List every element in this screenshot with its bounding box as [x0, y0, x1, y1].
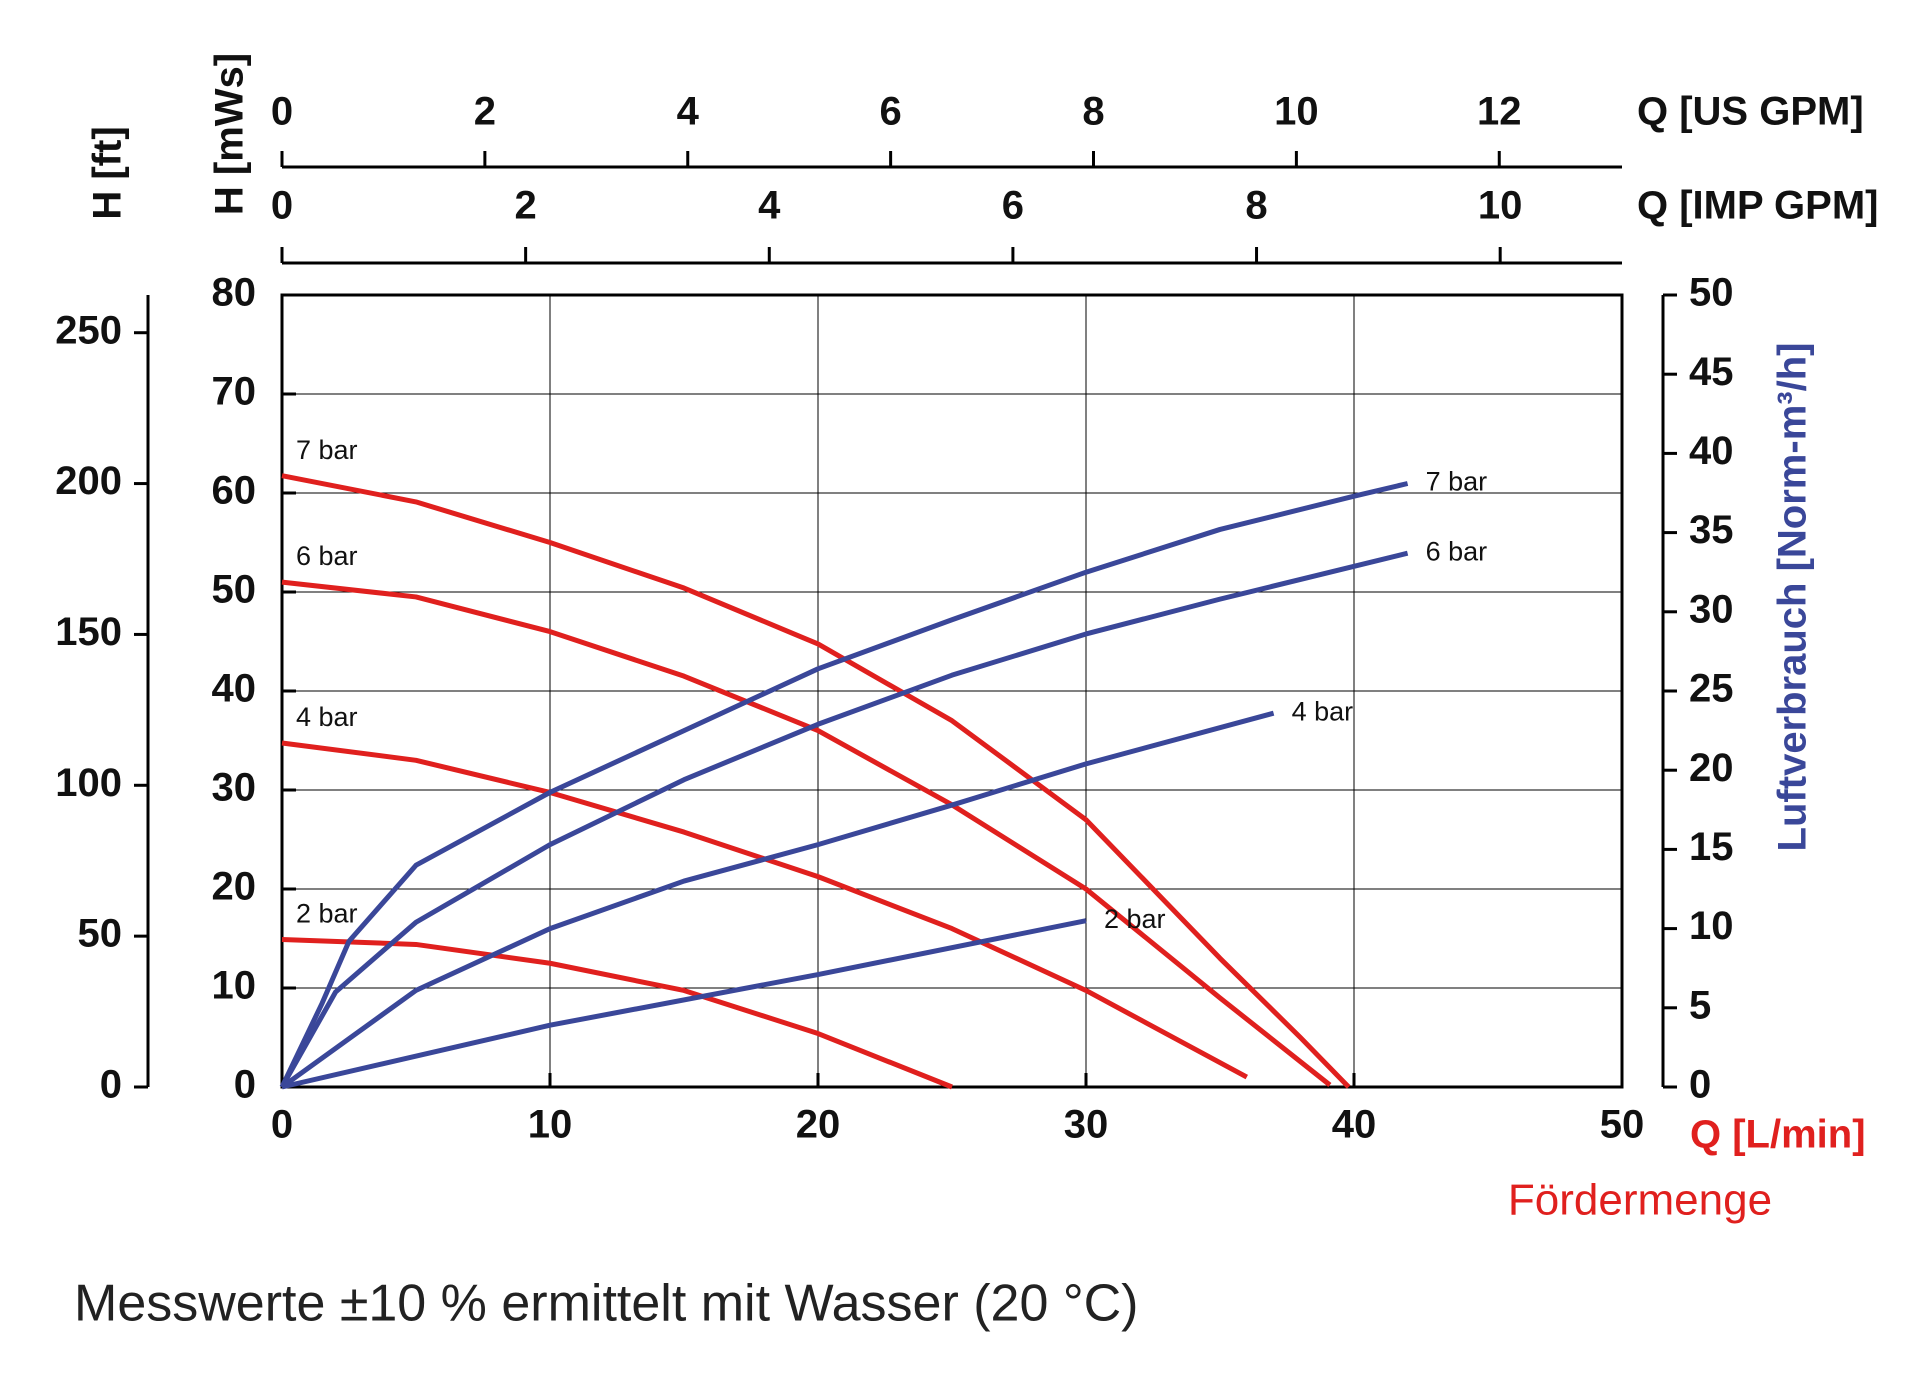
top-tick-label: 2 [515, 184, 537, 228]
curve [279, 550, 1409, 1089]
y-tick-label: 40 [212, 667, 257, 711]
series-label: 4 bar [296, 702, 358, 732]
x-tick-label: 30 [1064, 1103, 1109, 1147]
series-label: 2 bar [1104, 904, 1166, 934]
y-tick-label: 60 [212, 469, 257, 513]
ft-axis-title: H [ft] [86, 126, 130, 219]
top-tick-label: 8 [1245, 184, 1267, 228]
y-tick-label: 0 [234, 1063, 256, 1107]
top-tick-label: 6 [880, 90, 902, 134]
top-tick-label: 8 [1082, 90, 1104, 134]
series-label: 7 bar [1426, 467, 1488, 497]
series-label: 4 bar [1292, 696, 1354, 726]
y-tick-label: 30 [212, 766, 257, 810]
y2-tick-label: 25 [1689, 667, 1734, 711]
curve [280, 710, 1275, 1090]
top-tick-label: 6 [1002, 184, 1024, 228]
y-axis-title: H [mWs] [208, 53, 252, 215]
curve [281, 918, 1087, 1090]
series-label: 6 bar [296, 541, 358, 571]
top-tick-label: 2 [474, 90, 496, 134]
y-tick-label: 70 [212, 370, 257, 414]
ft-tick-label: 0 [100, 1063, 122, 1107]
y-tick-label: 20 [212, 865, 257, 909]
note: Messwerte ±10 % ermittelt mit Wasser (20… [74, 1275, 1139, 1333]
curve [281, 473, 1351, 1089]
top-tick-label: 4 [677, 90, 700, 134]
x-tick-label: 20 [796, 1103, 841, 1147]
series-label: 2 bar [296, 899, 358, 929]
curve [281, 579, 1332, 1087]
y2-axis-title: Luftverbrauch [Norm-m³/h] [1771, 343, 1815, 852]
x-axis-subtitle: Fördermenge [1508, 1176, 1772, 1225]
y-tick-label: 80 [212, 271, 257, 315]
x-axis-title: Q [L/min] [1690, 1113, 1866, 1157]
series-label: 7 bar [296, 435, 358, 465]
x-tick-label: 0 [271, 1103, 293, 1147]
series-label: 6 bar [1426, 536, 1488, 566]
top-axis-title: Q [US GPM] [1637, 90, 1864, 134]
ft-tick-label: 100 [55, 761, 122, 805]
y2-tick-label: 40 [1689, 429, 1734, 473]
y2-tick-label: 45 [1689, 350, 1734, 394]
y2-tick-label: 30 [1689, 587, 1734, 631]
y2-tick-label: 0 [1689, 1063, 1711, 1107]
x-tick-label: 50 [1600, 1103, 1645, 1147]
top-tick-label: 12 [1477, 90, 1522, 134]
y-tick-label: 10 [212, 964, 257, 1008]
top-tick-label: 0 [271, 184, 293, 228]
top-tick-label: 4 [758, 184, 781, 228]
ft-tick-label: 200 [55, 459, 122, 503]
y2-tick-label: 35 [1689, 508, 1734, 552]
y-tick-label: 50 [212, 568, 257, 612]
y2-tick-label: 10 [1689, 904, 1734, 948]
ft-tick-label: 250 [55, 308, 122, 352]
ft-tick-label: 150 [55, 610, 122, 654]
top-tick-label: 0 [271, 90, 293, 134]
x-tick-label: 40 [1332, 1103, 1377, 1147]
y2-tick-label: 15 [1689, 825, 1734, 869]
top-axis-title: Q [IMP GPM] [1637, 184, 1878, 228]
curve [281, 740, 1248, 1080]
curve [279, 481, 1409, 1089]
y2-tick-label: 5 [1689, 983, 1711, 1027]
top-tick-label: 10 [1478, 184, 1523, 228]
x-tick-label: 10 [528, 1103, 573, 1147]
y2-tick-label: 20 [1689, 746, 1734, 790]
ft-tick-label: 50 [78, 912, 123, 956]
y2-tick-label: 50 [1689, 271, 1734, 315]
top-tick-label: 10 [1274, 90, 1319, 134]
